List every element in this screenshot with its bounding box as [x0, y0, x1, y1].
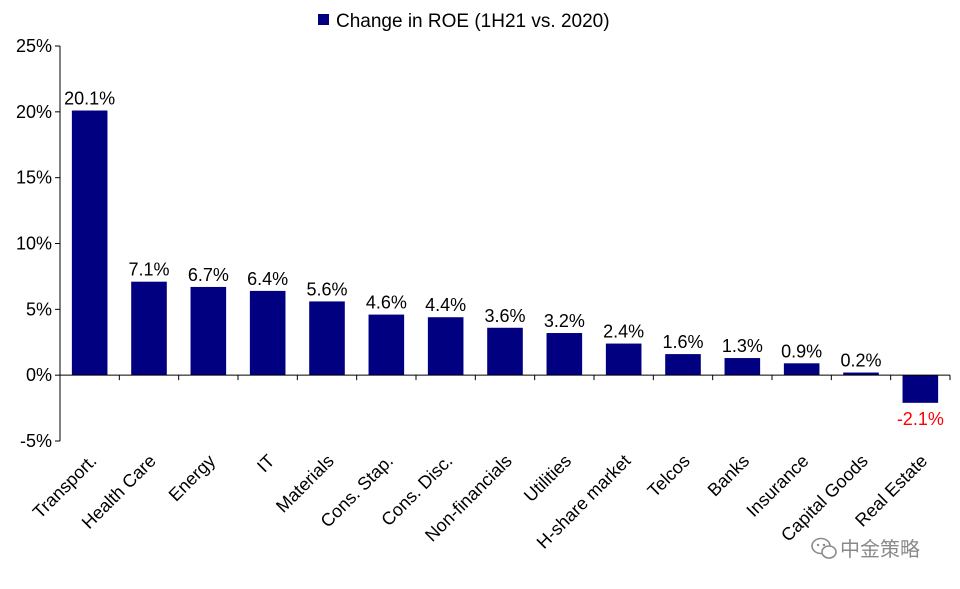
bar: [546, 333, 583, 376]
y-tick-label: 0%: [26, 365, 52, 385]
category-label: Banks: [704, 451, 754, 501]
bar: [902, 375, 939, 403]
bar: [487, 327, 523, 376]
bar: [665, 354, 701, 376]
category-label: Energy: [165, 451, 219, 505]
category-label: Telcos: [644, 451, 694, 501]
category-label: IT: [253, 451, 278, 476]
legend-swatch: [318, 14, 329, 25]
data-label: 4.4%: [425, 295, 466, 315]
data-label: 4.6%: [366, 293, 407, 313]
data-label: 3.6%: [484, 306, 525, 326]
data-label: -2.1%: [897, 409, 944, 429]
bar: [368, 314, 405, 376]
bar: [605, 343, 642, 376]
wechat-icon: [811, 537, 837, 559]
bar: [783, 363, 820, 376]
y-tick-label: 15%: [16, 168, 52, 188]
data-label: 1.6%: [662, 332, 703, 352]
category-label: Utilities: [520, 451, 575, 506]
bar: [427, 317, 464, 376]
y-tick-label: 10%: [16, 234, 52, 254]
bars: 20.1% 7.1% 6.7% 6.4% 5.6% 4.6% 4.4% 3.6% 3.2% 2.4…: [64, 89, 944, 429]
y-tick-label: 5%: [26, 299, 52, 319]
legend: Change in ROE (1H21 vs. 2020): [318, 11, 610, 32]
data-label: 0.9%: [781, 341, 822, 361]
data-label: 5.6%: [306, 279, 347, 299]
data-label: 1.3%: [722, 336, 763, 356]
data-label: 7.1%: [128, 260, 169, 280]
bar: [309, 301, 345, 376]
y-tick-label: 20%: [16, 102, 52, 122]
data-label: 0.2%: [840, 351, 881, 371]
data-label: 6.7%: [188, 265, 229, 285]
watermark-text: 中金策略: [840, 537, 920, 561]
y-tick-label: 25%: [16, 36, 52, 56]
bar: [190, 286, 227, 376]
data-label: 20.1%: [64, 89, 115, 109]
bar: [131, 281, 167, 376]
y-axis: 25% 20% 15% 10% 5% 0% -5%: [16, 36, 61, 451]
data-label: 2.4%: [603, 322, 644, 342]
bar: [71, 110, 108, 376]
bar: [249, 290, 286, 376]
legend-label: Change in ROE (1H21 vs. 2020): [336, 11, 610, 32]
bar: [843, 372, 879, 376]
bar: [724, 358, 761, 376]
data-label: 3.2%: [544, 311, 585, 331]
watermark: 中金策略: [811, 537, 920, 561]
data-label: 6.4%: [247, 269, 288, 289]
x-axis: Transport.Health Care Energy ITMaterialsCo…: [29, 374, 951, 553]
y-tick-label: -5%: [20, 431, 52, 451]
